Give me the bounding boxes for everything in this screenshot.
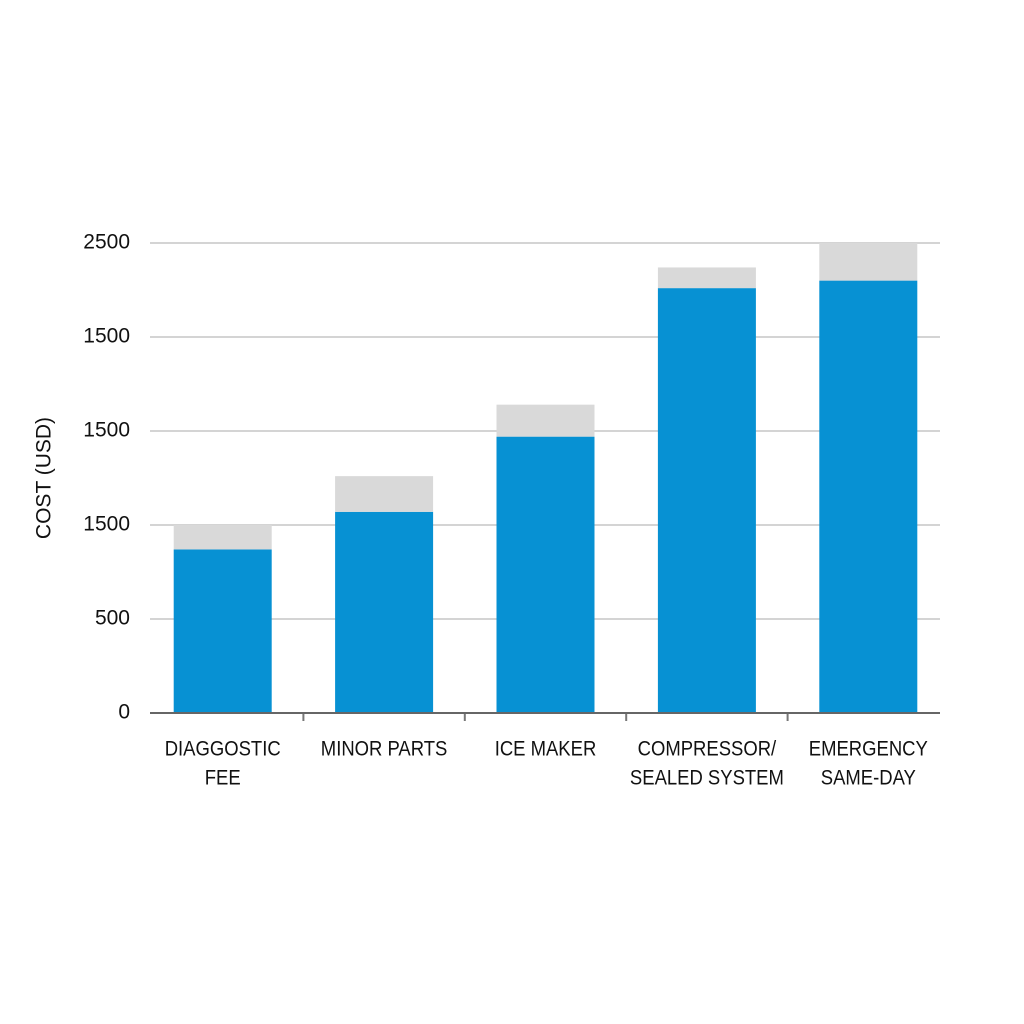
bar-segment: [173, 549, 272, 713]
x-tick-label: EMERGENCY: [809, 737, 928, 760]
x-tick-label: SEALED SYSTEM: [630, 766, 784, 789]
bar-segment: [173, 525, 272, 550]
x-tick-label: MINOR PARTS: [321, 737, 448, 760]
x-tick-label: SAME-DAY: [821, 766, 916, 789]
bar-segment: [819, 243, 918, 281]
y-tick-label: 1500: [83, 513, 130, 536]
bar-segment: [496, 436, 595, 713]
y-axis-label: COST (USD): [33, 417, 56, 539]
x-tick-label: COMPRESSOR/: [638, 737, 777, 760]
y-tick-label: 0: [118, 701, 130, 724]
x-tick-label: DIAGGOSTIC: [165, 737, 281, 760]
y-tick-label: 2500: [83, 231, 130, 254]
bar-segment: [819, 280, 918, 713]
x-tick-label: ICE MAKER: [495, 737, 597, 760]
bar-segment: [335, 511, 434, 713]
y-tick-label: 1500: [83, 325, 130, 348]
y-tick-label: 500: [95, 607, 130, 630]
x-tick-label: FEE: [205, 766, 241, 789]
bar-segment: [335, 476, 434, 512]
y-tick-label: 1500: [83, 419, 130, 442]
bar-segment: [657, 288, 756, 713]
bar-segment: [496, 404, 595, 437]
bar-segment: [657, 267, 756, 289]
